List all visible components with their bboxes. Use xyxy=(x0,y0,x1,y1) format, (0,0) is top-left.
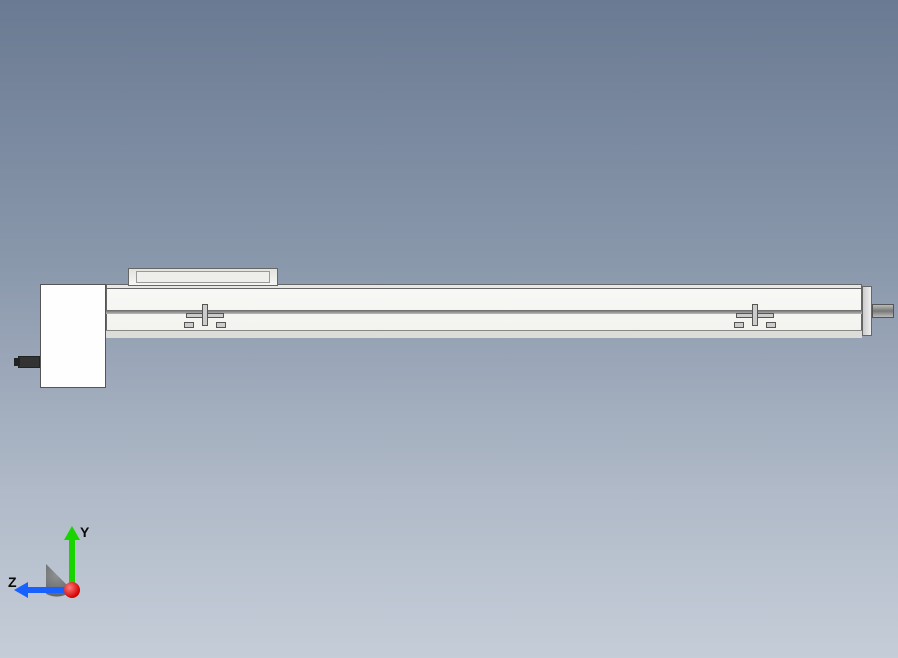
motor-connector-tip xyxy=(14,358,20,366)
axis-origin-x xyxy=(64,582,80,598)
axis-z-label: Z xyxy=(8,574,17,590)
motor-connector xyxy=(18,356,40,368)
output-shaft xyxy=(872,304,894,318)
model-assembly[interactable] xyxy=(18,264,880,394)
mount-bracket-left xyxy=(186,304,224,326)
cad-viewport[interactable]: Y Z xyxy=(0,0,898,658)
view-triad[interactable]: Y Z xyxy=(28,524,112,608)
mount-bracket-right xyxy=(736,304,774,326)
axis-y-arrowhead xyxy=(64,526,80,540)
motor-housing xyxy=(40,284,106,388)
axis-y-label: Y xyxy=(80,524,89,540)
carriage-plate-inner xyxy=(136,271,270,283)
end-cap xyxy=(862,286,872,336)
axis-y xyxy=(69,538,75,586)
rail-bottom-face xyxy=(106,330,862,338)
